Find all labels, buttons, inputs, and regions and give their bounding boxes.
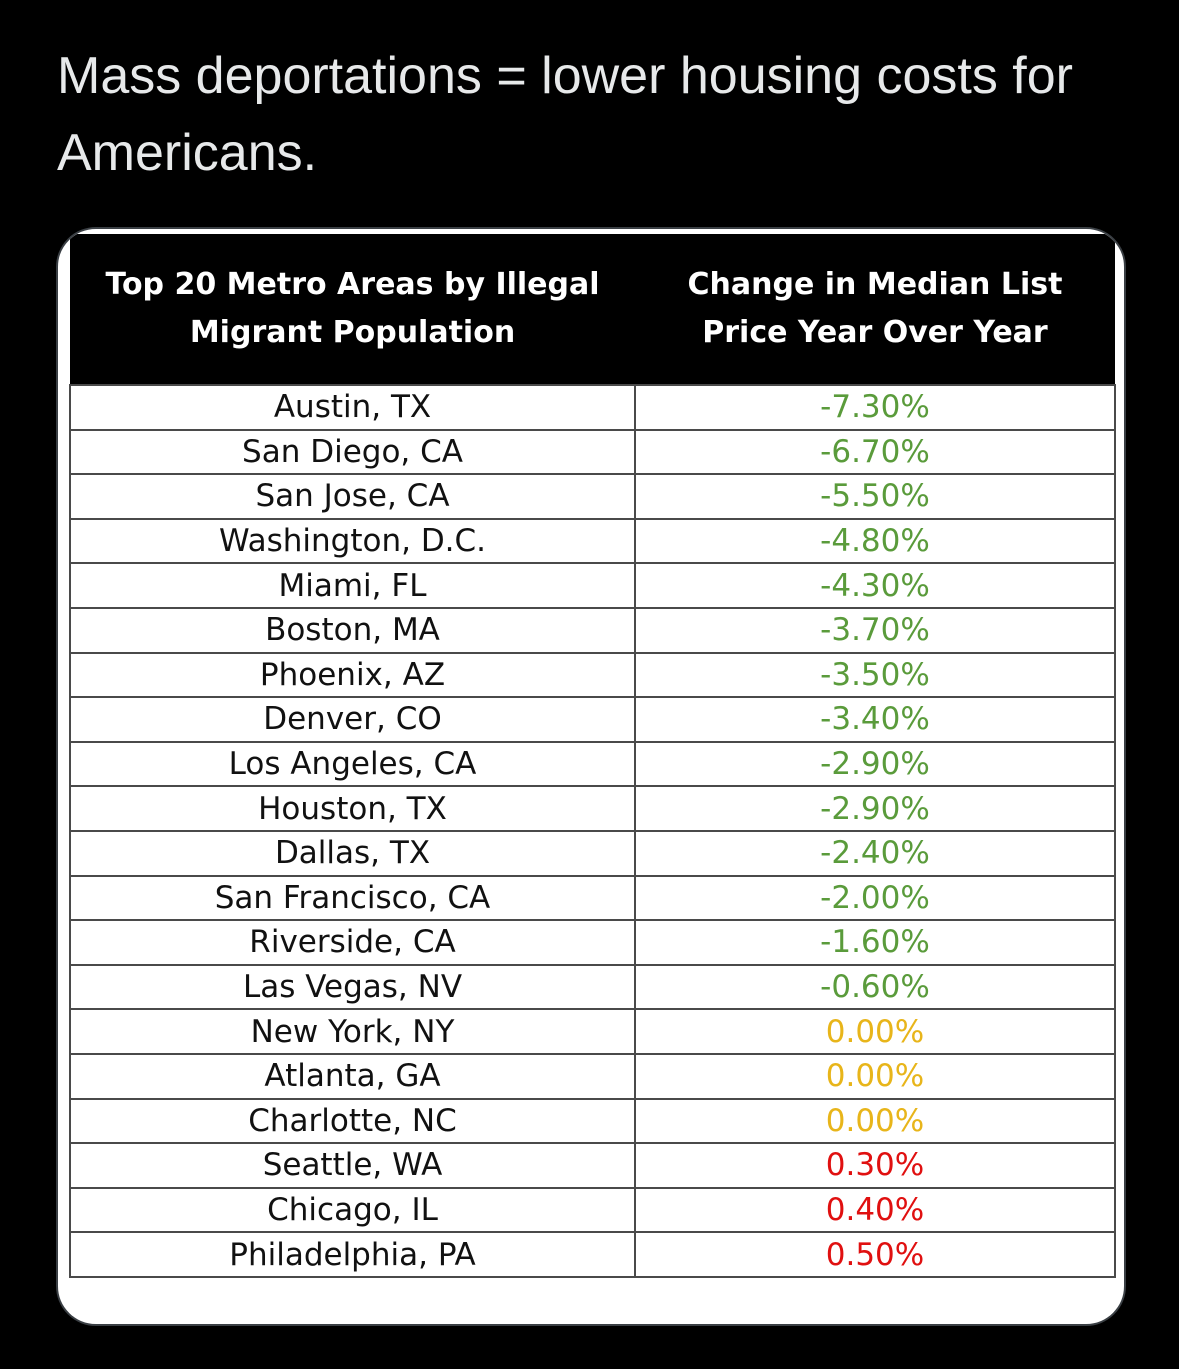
table-row: Houston, TX -2.90% [69, 785, 1116, 832]
metro-price-table: Top 20 Metro Areas by Illegal Migrant Po… [69, 234, 1116, 1278]
table-row: Seattle, WA 0.30% [69, 1142, 1116, 1189]
table-row: San Jose, CA -5.50% [69, 473, 1116, 520]
price-change-cell: 0.40% [634, 1186, 1116, 1234]
table-row: San Francisco, CA -2.00% [69, 874, 1116, 922]
metro-cell: Charlotte, NC [69, 1097, 636, 1145]
metro-cell: San Francisco, CA [69, 874, 636, 922]
price-change-cell: 0.30% [634, 1142, 1116, 1189]
price-change-cell: -1.60% [634, 919, 1116, 966]
metro-cell: Riverside, CA [69, 919, 636, 966]
table-row: Boston, MA -3.70% [69, 606, 1116, 654]
price-change-cell: 0.00% [634, 1052, 1116, 1100]
price-change-cell: -2.00% [634, 874, 1116, 922]
price-change-cell: -6.70% [634, 428, 1116, 476]
price-change-cell: -4.30% [634, 562, 1116, 609]
header-price-change: Change in Median List Price Year Over Ye… [635, 234, 1115, 385]
metro-cell: Denver, CO [69, 696, 636, 743]
metro-cell: Dallas, TX [69, 829, 636, 877]
table-row: Phoenix, AZ -3.50% [69, 651, 1116, 699]
metro-cell: San Jose, CA [69, 473, 636, 520]
table-row: Philadelphia, PA 0.50% [69, 1231, 1116, 1278]
metro-cell: Chicago, IL [69, 1186, 636, 1234]
metro-cell: New York, NY [69, 1008, 636, 1055]
metro-cell: Houston, TX [69, 785, 636, 832]
price-change-cell: -2.90% [634, 785, 1116, 832]
price-change-cell: -7.30% [634, 384, 1116, 431]
table-image-card[interactable]: Top 20 Metro Areas by Illegal Migrant Po… [56, 227, 1126, 1326]
table-row: Los Angeles, CA -2.90% [69, 740, 1116, 788]
price-change-cell: 0.50% [634, 1231, 1116, 1278]
table-header-row: Top 20 Metro Areas by Illegal Migrant Po… [70, 234, 1115, 385]
metro-cell: Austin, TX [69, 384, 636, 431]
table-row: Miami, FL -4.30% [69, 562, 1116, 609]
metro-cell: Seattle, WA [69, 1142, 636, 1189]
header-metro-areas: Top 20 Metro Areas by Illegal Migrant Po… [70, 234, 635, 385]
table-body: Austin, TX -7.30% San Diego, CA -6.70% San J… [69, 384, 1116, 1278]
price-change-cell: -2.90% [634, 740, 1116, 788]
metro-cell: Miami, FL [69, 562, 636, 609]
price-change-cell: -4.80% [634, 517, 1116, 565]
price-change-cell: -2.40% [634, 829, 1116, 877]
price-change-cell: -3.40% [634, 696, 1116, 743]
metro-cell: Phoenix, AZ [69, 651, 636, 699]
table-row: Washington, D.C. -4.80% [69, 517, 1116, 565]
table-row: San Diego, CA -6.70% [69, 428, 1116, 476]
metro-cell: Boston, MA [69, 606, 636, 654]
table-image: Top 20 Metro Areas by Illegal Migrant Po… [69, 234, 1116, 1316]
table-row: Atlanta, GA 0.00% [69, 1052, 1116, 1100]
price-change-cell: -3.50% [634, 651, 1116, 699]
metro-cell: Philadelphia, PA [69, 1231, 636, 1278]
metro-cell: Washington, D.C. [69, 517, 636, 565]
price-change-cell: 0.00% [634, 1008, 1116, 1055]
price-change-cell: -5.50% [634, 473, 1116, 520]
price-change-cell: -0.60% [634, 963, 1116, 1011]
metro-cell: Atlanta, GA [69, 1052, 636, 1100]
price-change-cell: -3.70% [634, 606, 1116, 654]
table-row: Las Vegas, NV -0.60% [69, 963, 1116, 1011]
table-row: Austin, TX -7.30% [69, 384, 1116, 431]
table-row: Riverside, CA -1.60% [69, 919, 1116, 966]
table-row: Charlotte, NC 0.00% [69, 1097, 1116, 1145]
table-row: Dallas, TX -2.40% [69, 829, 1116, 877]
metro-cell: San Diego, CA [69, 428, 636, 476]
post-text: Mass deportations = lower housing costs … [57, 47, 1073, 182]
metro-cell: Los Angeles, CA [69, 740, 636, 788]
table-row: Chicago, IL 0.40% [69, 1186, 1116, 1234]
table-row: New York, NY 0.00% [69, 1008, 1116, 1055]
metro-cell: Las Vegas, NV [69, 963, 636, 1011]
price-change-cell: 0.00% [634, 1097, 1116, 1145]
table-row: Denver, CO -3.40% [69, 696, 1116, 743]
